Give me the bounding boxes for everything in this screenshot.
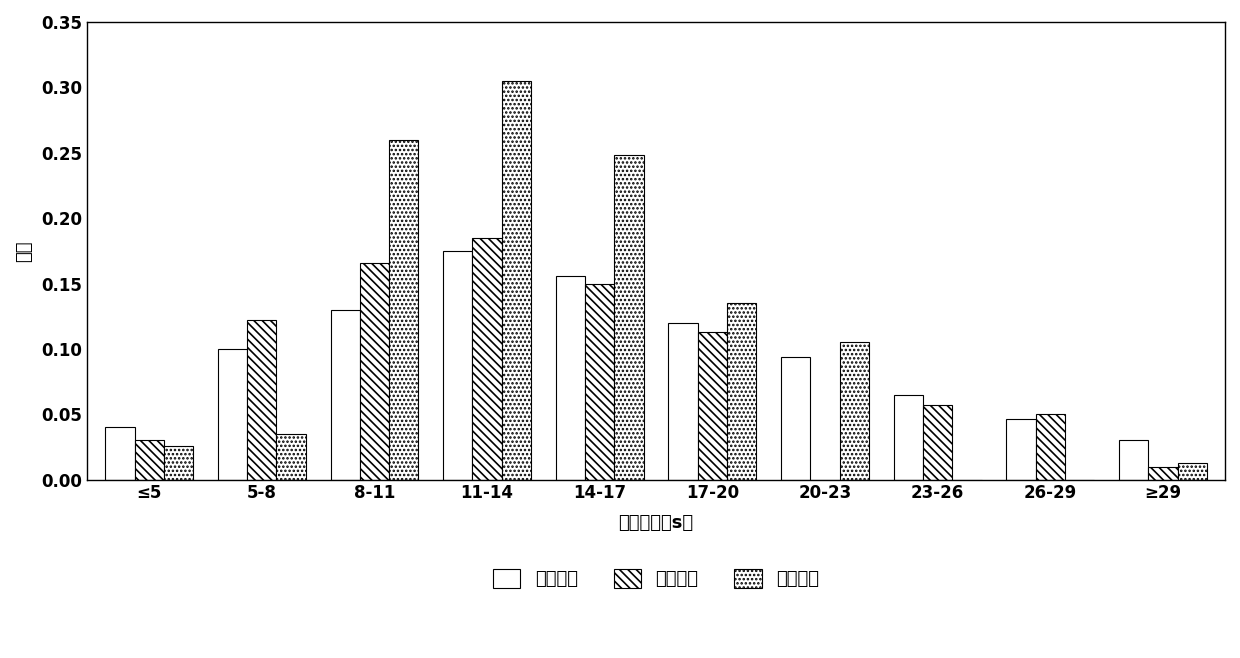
Bar <box>277 434 306 480</box>
Bar <box>839 342 869 480</box>
Bar <box>1035 415 1065 480</box>
Bar <box>698 332 727 480</box>
Bar <box>923 405 952 480</box>
Bar <box>247 320 277 480</box>
Bar <box>1178 463 1207 480</box>
Bar <box>331 310 360 480</box>
Bar <box>134 440 164 480</box>
X-axis label: 服务时间（s）: 服务时间（s） <box>619 514 693 532</box>
Legend: 现金支付, 移动支付, 刷卡支付: 现金支付, 移动支付, 刷卡支付 <box>486 562 826 595</box>
Bar <box>781 357 811 480</box>
Bar <box>389 139 418 480</box>
Bar <box>1148 467 1178 480</box>
Bar <box>1120 440 1148 480</box>
Bar <box>614 155 644 480</box>
Bar <box>585 284 614 480</box>
Bar <box>727 303 756 480</box>
Bar <box>164 445 193 480</box>
Bar <box>443 251 472 480</box>
Bar <box>360 263 389 480</box>
Bar <box>1007 420 1035 480</box>
Bar <box>502 81 531 480</box>
Bar <box>894 395 923 480</box>
Bar <box>556 276 585 480</box>
Y-axis label: 频率: 频率 <box>15 240 33 262</box>
Bar <box>668 322 698 480</box>
Bar <box>472 238 502 480</box>
Bar <box>218 349 247 480</box>
Bar <box>105 427 134 480</box>
